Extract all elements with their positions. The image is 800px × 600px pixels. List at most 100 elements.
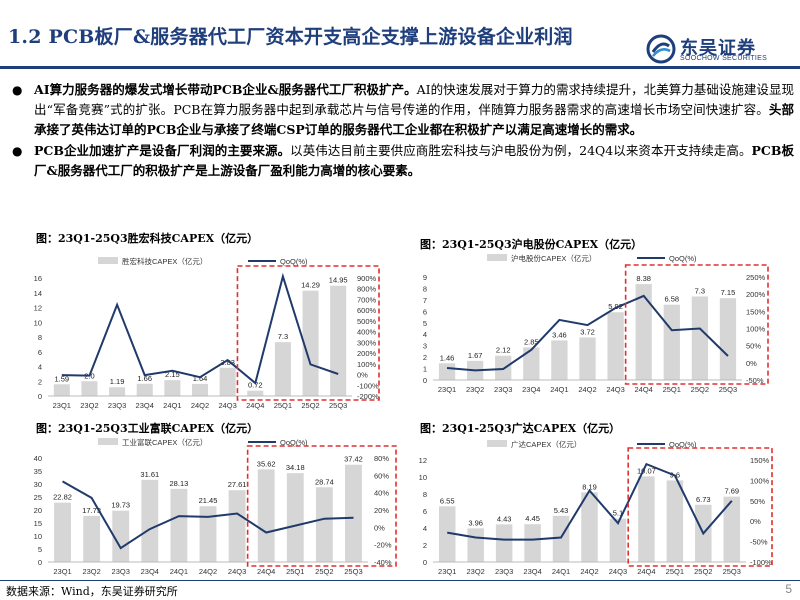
x-tick-label: 24Q2: [580, 567, 598, 576]
x-tick-label: 24Q3: [218, 401, 236, 410]
x-tick-label: 24Q1: [170, 567, 188, 576]
bar: [330, 285, 347, 396]
bar: [191, 383, 209, 396]
bar-value-label: 28.13: [170, 479, 189, 488]
y-tick-right-label: -50%: [746, 376, 764, 385]
bar: [579, 337, 596, 380]
y-tick-right-label: 50%: [746, 342, 761, 351]
x-tick-label: 23Q4: [522, 385, 540, 394]
x-tick-label: 25Q2: [694, 567, 712, 576]
bar: [83, 515, 101, 562]
x-tick-label: 24Q4: [637, 567, 655, 576]
footer-divider: [0, 580, 800, 581]
qoq-line: [446, 294, 729, 372]
y-tick-right-label: 150%: [746, 307, 766, 316]
legend-bar-label: 胜宏科技CAPEX（亿元）: [122, 256, 207, 266]
y-tick-right-label: -200%: [357, 392, 379, 401]
x-tick-label: 25Q1: [274, 401, 292, 410]
y-tick-left-label: 16: [34, 274, 42, 283]
x-tick-label: 24Q2: [199, 567, 217, 576]
bar-value-label: 37.42: [344, 455, 363, 464]
y-tick-left-label: 8: [38, 333, 42, 342]
x-tick-label: 25Q2: [301, 401, 319, 410]
y-tick-left-label: 10: [34, 532, 42, 541]
y-tick-right-label: 60%: [374, 471, 389, 480]
bar: [345, 464, 362, 562]
y-tick-left-label: 12: [34, 304, 42, 313]
y-tick-left-label: 10: [419, 473, 427, 482]
bar: [609, 518, 627, 562]
title-divider: [0, 66, 800, 69]
legend-bar-label: 沪电股份CAPEX（亿元）: [511, 253, 596, 263]
qoq-line: [61, 272, 339, 385]
legend-bar-swatch: [487, 254, 507, 261]
x-tick-label: 25Q1: [663, 385, 681, 394]
bar: [199, 506, 217, 562]
y-tick-right-label: 300%: [357, 338, 377, 347]
y-tick-left-label: 7: [423, 296, 427, 305]
page-title: 1.2 PCB板厂&服务器代工厂资本开支高企支撑上游设备企业利润: [8, 26, 573, 48]
bar-value-label: 35.62: [257, 459, 276, 468]
y-tick-right-label: 20%: [374, 506, 389, 515]
x-tick-label: 25Q1: [666, 567, 684, 576]
y-tick-left-label: 8: [423, 490, 427, 499]
bullet-dot-icon: ●: [12, 143, 23, 158]
y-tick-left-label: 9: [423, 273, 427, 282]
highlight-box: [627, 447, 773, 567]
bar-value-label: 8.38: [636, 274, 651, 283]
y-tick-left-label: 0: [38, 392, 42, 401]
bar-value-label: 1.67: [468, 351, 483, 360]
highlight-box: [246, 445, 397, 567]
bar: [552, 515, 570, 562]
y-tick-right-label: 0%: [357, 371, 368, 380]
bar: [607, 312, 624, 380]
bar-value-label: 14.29: [301, 281, 320, 290]
figure-title-hudian: 图：23Q1-25Q3沪电股份CAPEX（亿元）: [420, 238, 643, 251]
x-tick-label: 24Q1: [550, 385, 568, 394]
bullet-body: 以英伟达目前主要供应商胜宏科技与沪电股份为例，24Q4以来资本开支持续走高。: [290, 142, 752, 158]
bar-value-label: 8.19: [582, 482, 597, 491]
bar: [723, 496, 741, 562]
y-tick-right-label: -50%: [750, 538, 768, 547]
y-tick-left-label: 3: [423, 342, 427, 351]
bar: [438, 363, 456, 380]
bullet-emphasis: PCB板厂&服务器代工厂的积极扩产是上游设备厂盈利能力高增的核心要素。: [34, 142, 794, 178]
bar-value-label: 5.43: [554, 506, 569, 515]
bullet-emphasis: 头部承接了英伟达订单的PCB企业与承接了终端CSP订单的服务器代工企业都在积极扩…: [34, 102, 794, 138]
y-tick-right-label: 200%: [746, 290, 766, 299]
x-tick-label: 25Q3: [719, 385, 737, 394]
bar: [141, 479, 159, 562]
bar: [164, 380, 181, 396]
legend-line-label: QoQ(%): [669, 440, 697, 449]
x-tick-label: 24Q4: [635, 385, 653, 394]
bar-value-label: 28.74: [315, 477, 334, 486]
bar: [54, 502, 71, 562]
bar: [523, 347, 540, 380]
x-tick-label: 24Q1: [552, 567, 570, 576]
y-tick-right-label: 400%: [357, 328, 377, 337]
x-tick-label: 23Q3: [112, 567, 130, 576]
highlight-box: [236, 265, 380, 401]
bar-value-label: 1.46: [440, 353, 455, 362]
bar-value-label: 7.69: [724, 487, 739, 496]
bar: [81, 381, 98, 396]
bar: [638, 476, 655, 562]
bar-value-label: 3.96: [468, 518, 483, 527]
x-tick-label: 23Q1: [438, 567, 456, 576]
bar-value-label: 10.07: [637, 466, 656, 475]
x-tick-label: 24Q1: [163, 401, 181, 410]
bullet-lead: AI算力服务器的爆发式增长带动PCB企业&服务器代工厂积极扩产。: [34, 82, 417, 97]
bar-value-label: 1.19: [110, 377, 125, 386]
bar-value-label: 2.15: [165, 370, 180, 379]
y-tick-left-label: 6: [38, 348, 42, 357]
figure-title-foxconn: 图：23Q1-25Q3工业富联CAPEX（亿元）: [36, 422, 259, 435]
y-tick-left-label: 2: [38, 377, 42, 386]
bar-value-label: 31.61: [140, 470, 159, 479]
bar: [112, 510, 130, 562]
y-tick-right-label: 500%: [357, 317, 377, 326]
x-tick-label: 23Q4: [523, 567, 541, 576]
bar-value-label: 1.59: [55, 374, 70, 383]
page-number: 5: [785, 582, 792, 596]
x-tick-label: 23Q2: [82, 567, 100, 576]
